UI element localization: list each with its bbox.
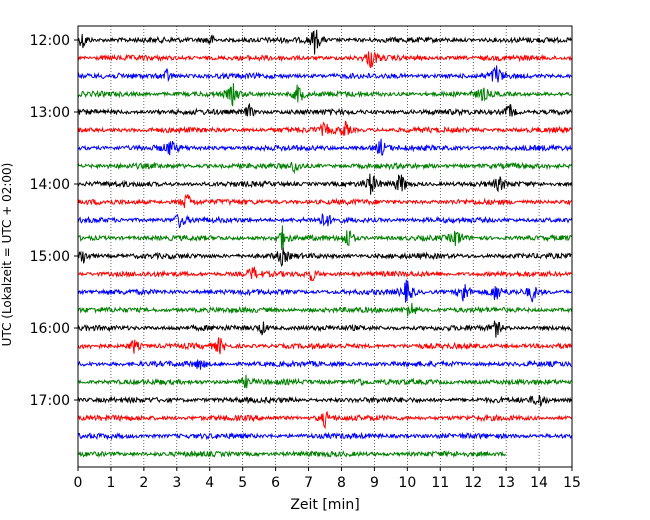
x-tick-label: 4 (205, 475, 214, 491)
x-tick-label: 9 (370, 475, 379, 491)
seismogram-trace (77, 450, 506, 459)
y-tick-label: 15:00 (30, 249, 70, 265)
traces (77, 29, 572, 459)
x-tick-label: 3 (172, 475, 181, 491)
x-tick-label: 6 (271, 475, 280, 491)
x-tick-label: 14 (530, 475, 548, 491)
seismogram-trace (77, 102, 572, 117)
seismogram-trace (77, 319, 572, 338)
seismogram-trace (77, 337, 572, 355)
seismogram-trace (77, 213, 572, 229)
y-tick-label: 16:00 (30, 321, 70, 337)
seismogram-trace (77, 50, 572, 69)
x-tick-label: 5 (238, 475, 247, 491)
seismogram-trace (77, 374, 572, 389)
y-axis-label: UTC (Lokalzeit = UTC + 02:00) (0, 163, 14, 347)
seismogram-trace (77, 431, 572, 441)
seismogram-trace (77, 265, 572, 282)
y-tick-label: 12:00 (30, 33, 70, 49)
seismogram-trace (77, 247, 572, 268)
seismogram-trace (77, 120, 572, 137)
x-tick-label: 10 (398, 475, 416, 491)
x-axis-ticks: 0 1 2 3 4 5 6 7 8 9 10 11 12 13 14 15 (74, 467, 581, 491)
seismogram-trace (77, 65, 572, 83)
plot-frame (77, 25, 573, 468)
seismogram-trace (77, 279, 572, 303)
seismogram-trace (77, 83, 572, 107)
x-tick-label: 11 (431, 475, 449, 491)
y-tick-label: 17:00 (30, 393, 70, 409)
seismogram-trace (77, 225, 572, 250)
x-tick-label: 15 (563, 475, 581, 491)
seismogram-trace (77, 138, 572, 156)
seismogram-trace (77, 302, 572, 317)
x-tick-label: 8 (337, 475, 346, 491)
x-tick-label: 0 (74, 475, 83, 491)
x-tick-label: 7 (304, 475, 313, 491)
y-axis-ticks: 12:00 13:00 14:00 15:00 16:00 17:00 (30, 33, 78, 409)
x-axis-label: Zeit [min] (290, 497, 359, 513)
seismogram-trace (77, 411, 572, 430)
seismogram-trace (77, 359, 572, 370)
x-tick-label: 1 (106, 475, 115, 491)
x-tick-label: 12 (464, 475, 482, 491)
seismogram-trace (77, 29, 572, 55)
seismogram-trace (77, 194, 572, 209)
seismogram-trace (77, 161, 572, 175)
y-tick-label: 13:00 (30, 105, 70, 121)
seismogram-trace (77, 394, 572, 407)
seismogram-trace (77, 173, 572, 195)
y-tick-label: 14:00 (30, 177, 70, 193)
x-tick-label: 13 (497, 475, 515, 491)
x-tick-label: 2 (139, 475, 148, 491)
